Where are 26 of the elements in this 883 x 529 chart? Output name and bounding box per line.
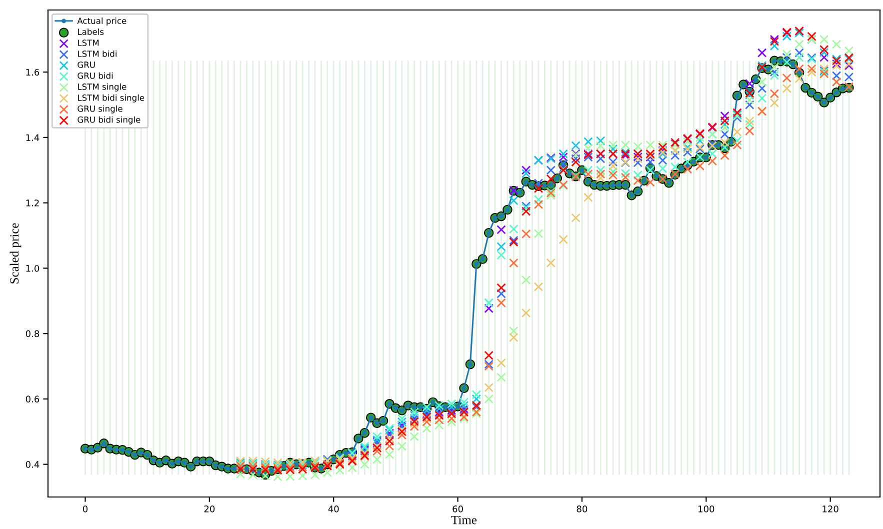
y-tick-label: 1.6 [26,68,40,76]
legend-label: GRU bidi single [78,116,140,124]
y-axis-title: Scaled price [10,223,22,284]
y-tick-label: 1.4 [26,134,40,141]
y-tick-label: 1.0 [26,264,40,272]
x-tick-label: 60 [452,505,463,512]
x-tick-label: 40 [328,505,339,512]
x-tick-label: 20 [204,505,215,512]
x-axis-title: Time [451,516,477,524]
legend-label: Labels [78,28,104,35]
y-tick-label: 1.2 [26,200,39,206]
y-tick-label: 0.8 [26,330,40,338]
x-tick-label: 0 [82,505,88,512]
y-tick-label: 0.6 [26,396,40,403]
legend-label: Actual price [77,18,126,26]
y-tick-label: 0.4 [26,461,40,468]
legend-label: LSTM single [78,83,126,92]
legend-label: GRU bidi [78,72,113,79]
legend-label: GRU [78,62,95,68]
x-tick-label: 120 [822,505,838,512]
x-tick-label: 80 [576,505,588,512]
legend-label: LSTM bidi [78,50,116,57]
legend-label: LSTM [78,40,99,46]
x-tick-label: 100 [698,505,714,512]
legend-label: LSTM bidi single [78,94,144,102]
legend-label: GRU single [78,105,122,114]
